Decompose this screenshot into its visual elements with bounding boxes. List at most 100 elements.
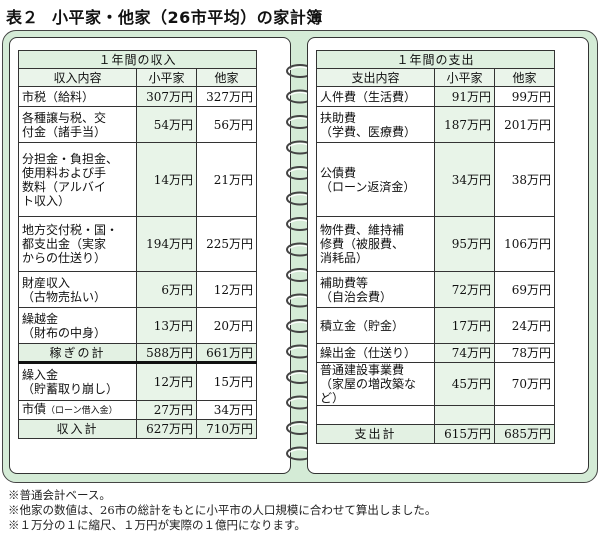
table-row: 市税（給料） 307万円 327万円 xyxy=(18,86,257,107)
income-other-value: 56万円 xyxy=(196,106,257,143)
income-table: １年間の収入 収入内容 小平家 他家 市税（給料） 307万円 327万円 各種… xyxy=(18,50,257,439)
income-heading: １年間の収入 xyxy=(18,50,257,69)
income-other-value: 21万円 xyxy=(196,142,257,217)
income-kodaira-value: 54万円 xyxy=(136,106,197,143)
income-other-value: 12万円 xyxy=(196,271,257,308)
footnote: ※他家の数値は、26市の総計をもとに小平市の人口規模に合わせて算出しました。 xyxy=(8,503,437,517)
income-total-row: 収入計 627万円 710万円 xyxy=(18,419,257,439)
income-kodaira-value: 12万円 xyxy=(136,361,197,401)
table-title: 表２ 小平家・他家（26市平均）の家計簿 xyxy=(6,4,323,30)
expense-item: 公債費 （ローン返済金） xyxy=(316,142,435,217)
income-kodaira-value: 6万円 xyxy=(136,271,197,308)
expense-heading: １年間の支出 xyxy=(316,50,555,69)
expense-item: 人件費（生活費） xyxy=(316,86,435,107)
table-row: 扶助費 （学費、医療費） 187万円 201万円 xyxy=(316,106,555,143)
expense-other-value: 24万円 xyxy=(494,307,555,344)
income-other-value: 34万円 xyxy=(196,400,257,420)
expense-item: 繰出金（仕送り） xyxy=(316,343,435,363)
notebook: １年間の収入 収入内容 小平家 他家 市税（給料） 307万円 327万円 各種… xyxy=(2,30,598,483)
income-kodaira-value: 194万円 xyxy=(136,216,197,272)
income-total-kodaira: 627万円 xyxy=(136,419,197,439)
income-kodaira-value: 307万円 xyxy=(136,86,197,107)
table-row: 各種譲与税、交 付金（諸手当） 54万円 56万円 xyxy=(18,106,257,143)
income-col-item: 収入内容 xyxy=(18,68,137,87)
income-kodaira-value: 13万円 xyxy=(136,307,197,344)
income-kodaira-value: 27万円 xyxy=(136,400,197,420)
income-item: 地方交付税・国・ 都支出金（実家 からの仕送り） xyxy=(18,216,137,272)
table-row: 積立金（貯金） 17万円 24万円 xyxy=(316,307,555,344)
expense-item: 扶助費 （学費、医療費） xyxy=(316,106,435,143)
expense-kodaira-value: 187万円 xyxy=(434,106,495,143)
expense-kodaira-value xyxy=(434,405,495,425)
footnotes: ※普通会計ベース。 ※他家の数値は、26市の総計をもとに小平市の人口規模に合わせ… xyxy=(8,488,436,533)
income-item-main: 市債 xyxy=(22,402,47,416)
expense-other-value: 201万円 xyxy=(494,106,555,143)
income-item: 財産収入 （古物売払い） xyxy=(18,271,137,308)
expense-col-kodaira: 小平家 xyxy=(434,68,495,87)
income-other-value: 327万円 xyxy=(196,86,257,107)
expense-item: 物件費、維持補 修費（被服費、 消耗品） xyxy=(316,216,435,272)
income-item: 各種譲与税、交 付金（諸手当） xyxy=(18,106,137,143)
expense-kodaira-value: 91万円 xyxy=(434,86,495,107)
table-row: 地方交付税・国・ 都支出金（実家 からの仕送り） 194万円 225万円 xyxy=(18,216,257,272)
income-subtotal-label: 稼ぎの計 xyxy=(18,343,137,363)
footnote: ※普通会計ベース。 xyxy=(8,488,111,502)
income-total-other: 710万円 xyxy=(196,419,257,439)
table-row: 物件費、維持補 修費（被服費、 消耗品） 95万円 106万円 xyxy=(316,216,555,272)
income-other-value: 15万円 xyxy=(196,361,257,401)
income-item: 市税（給料） xyxy=(18,86,137,107)
income-item: 繰入金 （貯蓄取り崩し） xyxy=(18,361,137,401)
income-total-label: 収入計 xyxy=(18,419,137,439)
expense-total-kodaira: 615万円 xyxy=(434,424,495,444)
table-row: 普通建設事業費 （家屋の増改築など） 45万円 70万円 xyxy=(316,362,555,406)
income-kodaira-value: 14万円 xyxy=(136,142,197,217)
table-number: 表２ xyxy=(6,8,39,27)
expense-other-value xyxy=(494,405,555,425)
table-row: 市債（ローン借入金） 27万円 34万円 xyxy=(18,400,257,420)
expense-other-value: 78万円 xyxy=(494,343,555,363)
expense-other-value: 106万円 xyxy=(494,216,555,272)
income-other-value: 225万円 xyxy=(196,216,257,272)
table-row: 繰越金 （財布の中身） 13万円 20万円 xyxy=(18,307,257,344)
income-subtotal-kodaira: 588万円 xyxy=(136,343,197,363)
table-row: 分担金・負担金、 使用料および手 数料（アルバイ ト収入） 14万円 21万円 xyxy=(18,142,257,217)
income-col-other: 他家 xyxy=(196,68,257,87)
expense-kodaira-value: 34万円 xyxy=(434,142,495,217)
expense-item: 補助費等 （自治会費） xyxy=(316,271,435,308)
expense-col-other: 他家 xyxy=(494,68,555,87)
income-page: １年間の収入 収入内容 小平家 他家 市税（給料） 307万円 327万円 各種… xyxy=(9,37,291,474)
income-subtotal-other: 661万円 xyxy=(196,343,257,363)
income-item: 分担金・負担金、 使用料および手 数料（アルバイ ト収入） xyxy=(18,142,137,217)
table-row: 公債費 （ローン返済金） 34万円 38万円 xyxy=(316,142,555,217)
expense-total-other: 685万円 xyxy=(494,424,555,444)
expense-other-value: 69万円 xyxy=(494,271,555,308)
expense-kodaira-value: 45万円 xyxy=(434,362,495,406)
expense-total-row: 支出計 615万円 685万円 xyxy=(316,424,555,444)
expense-item xyxy=(316,405,435,425)
expense-table: １年間の支出 支出内容 小平家 他家 人件費（生活費） 91万円 99万円 扶助… xyxy=(316,50,555,444)
expense-other-value: 70万円 xyxy=(494,362,555,406)
income-subtotal-row: 稼ぎの計 588万円 661万円 xyxy=(18,343,257,363)
income-item: 市債（ローン借入金） xyxy=(18,400,137,420)
income-col-kodaira: 小平家 xyxy=(136,68,197,87)
income-item-sub: （ローン借入金） xyxy=(46,406,118,416)
expense-kodaira-value: 17万円 xyxy=(434,307,495,344)
expense-page: １年間の支出 支出内容 小平家 他家 人件費（生活費） 91万円 99万円 扶助… xyxy=(307,37,589,474)
expense-col-item: 支出内容 xyxy=(316,68,435,87)
income-other-value: 20万円 xyxy=(196,307,257,344)
table-row: 繰入金 （貯蓄取り崩し） 12万円 15万円 xyxy=(18,361,257,401)
table-row: 繰出金（仕送り） 74万円 78万円 xyxy=(316,343,555,363)
expense-kodaira-value: 74万円 xyxy=(434,343,495,363)
table-row: 人件費（生活費） 91万円 99万円 xyxy=(316,86,555,107)
expense-total-label: 支出計 xyxy=(316,424,435,444)
expense-other-value: 38万円 xyxy=(494,142,555,217)
expense-item: 積立金（貯金） xyxy=(316,307,435,344)
footnote: ※１万分の１に縮尺、１万円が実際の１億円になります。 xyxy=(8,518,306,532)
table-row: 補助費等 （自治会費） 72万円 69万円 xyxy=(316,271,555,308)
table-row xyxy=(316,405,555,425)
income-item: 繰越金 （財布の中身） xyxy=(18,307,137,344)
expense-kodaira-value: 95万円 xyxy=(434,216,495,272)
table-heading: 小平家・他家（26市平均）の家計簿 xyxy=(52,8,323,27)
expense-other-value: 99万円 xyxy=(494,86,555,107)
table-row: 財産収入 （古物売払い） 6万円 12万円 xyxy=(18,271,257,308)
